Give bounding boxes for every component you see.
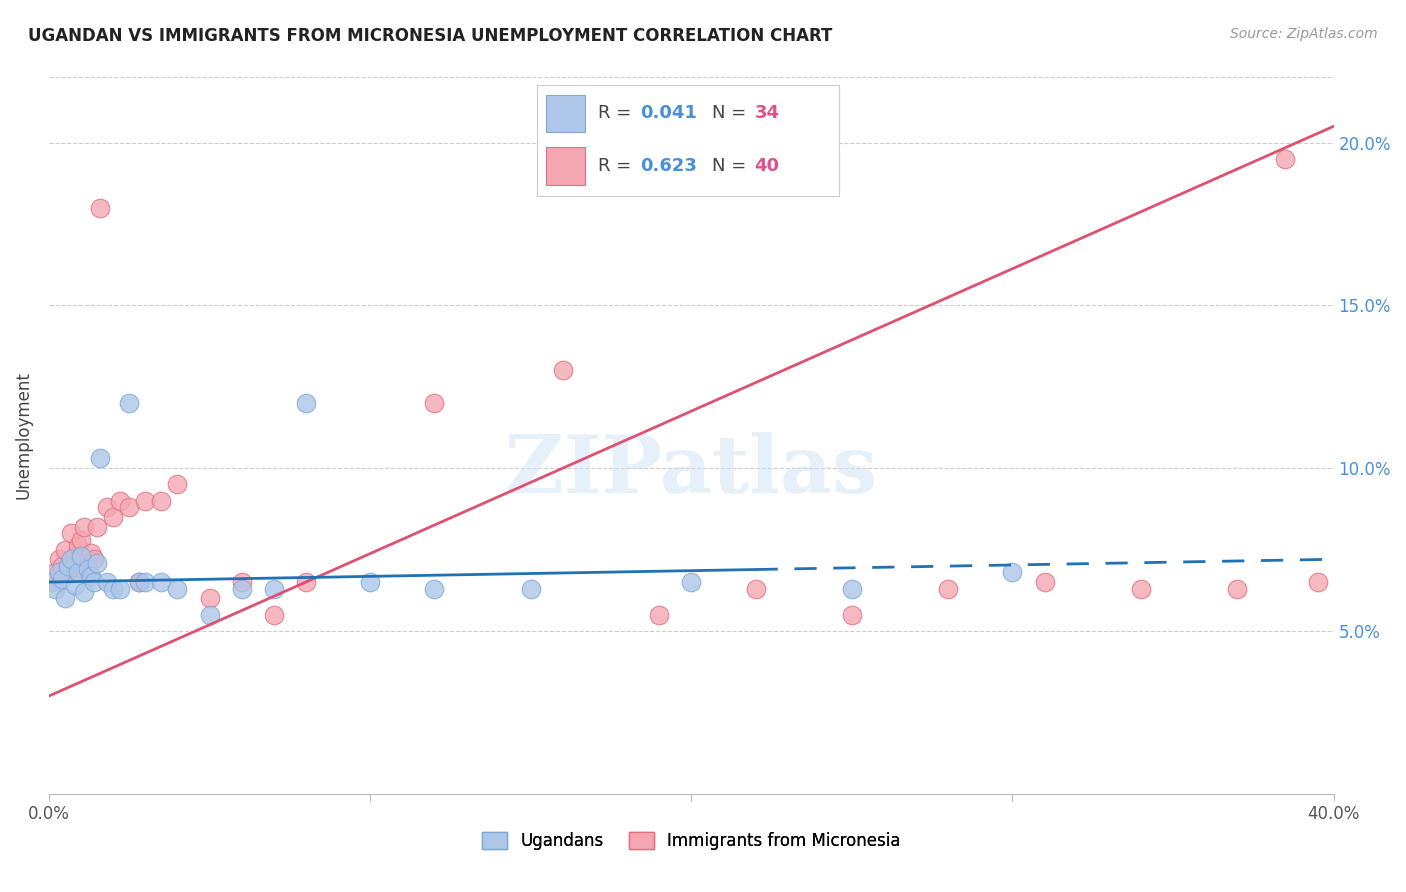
Point <box>96 500 118 515</box>
Point <box>89 451 111 466</box>
Point <box>89 201 111 215</box>
Point <box>48 552 70 566</box>
Point <box>150 493 173 508</box>
Point <box>108 582 131 596</box>
Point <box>58 558 80 573</box>
Point <box>423 396 446 410</box>
Point <box>519 582 541 596</box>
Point <box>128 575 150 590</box>
Point <box>83 552 105 566</box>
Point <box>53 542 76 557</box>
Point <box>263 607 285 622</box>
Point <box>83 575 105 590</box>
Point <box>166 582 188 596</box>
Point <box>295 575 318 590</box>
Point <box>48 566 70 580</box>
Text: Source: ZipAtlas.com: Source: ZipAtlas.com <box>1230 27 1378 41</box>
Point <box>150 575 173 590</box>
Point <box>66 539 89 553</box>
Point <box>1033 575 1056 590</box>
Point <box>60 526 83 541</box>
Point <box>41 575 63 590</box>
Point <box>44 566 66 580</box>
Point <box>73 519 96 533</box>
Point <box>744 582 766 596</box>
Point <box>423 582 446 596</box>
Point <box>103 510 125 524</box>
Point <box>73 584 96 599</box>
Point <box>134 493 156 508</box>
Point <box>841 582 863 596</box>
Y-axis label: Unemployment: Unemployment <box>15 372 32 500</box>
Point <box>103 582 125 596</box>
Point <box>70 549 93 563</box>
Point <box>1274 152 1296 166</box>
Point <box>66 566 89 580</box>
Point <box>76 562 98 576</box>
Text: ZIPatlas: ZIPatlas <box>505 433 877 510</box>
Point <box>86 519 108 533</box>
Point <box>134 575 156 590</box>
Point <box>1306 575 1329 590</box>
Point <box>76 566 98 580</box>
Point <box>58 566 80 580</box>
Point <box>118 396 141 410</box>
Point <box>841 607 863 622</box>
Point <box>681 575 703 590</box>
Point <box>231 575 253 590</box>
Point <box>166 477 188 491</box>
Point <box>70 533 93 547</box>
Point <box>551 363 574 377</box>
Point <box>1001 566 1024 580</box>
Legend: Ugandans, Immigrants from Micronesia: Ugandans, Immigrants from Micronesia <box>475 825 907 857</box>
Point <box>108 493 131 508</box>
Point <box>118 500 141 515</box>
Point <box>263 582 285 596</box>
Point <box>44 582 66 596</box>
Point <box>51 572 73 586</box>
Point <box>41 575 63 590</box>
Point <box>1226 582 1249 596</box>
Point <box>936 582 959 596</box>
Point <box>1129 582 1152 596</box>
Point <box>681 136 703 150</box>
Point <box>80 546 103 560</box>
Point <box>231 582 253 596</box>
Point <box>648 607 671 622</box>
Text: UGANDAN VS IMMIGRANTS FROM MICRONESIA UNEMPLOYMENT CORRELATION CHART: UGANDAN VS IMMIGRANTS FROM MICRONESIA UN… <box>28 27 832 45</box>
Point <box>63 549 86 563</box>
Point <box>96 575 118 590</box>
Point <box>198 591 221 606</box>
Point <box>295 396 318 410</box>
Point <box>60 552 83 566</box>
Point <box>128 575 150 590</box>
Point <box>359 575 381 590</box>
Point <box>198 607 221 622</box>
Point <box>51 558 73 573</box>
Point <box>86 556 108 570</box>
Point <box>53 591 76 606</box>
Point <box>80 568 103 582</box>
Point <box>63 578 86 592</box>
